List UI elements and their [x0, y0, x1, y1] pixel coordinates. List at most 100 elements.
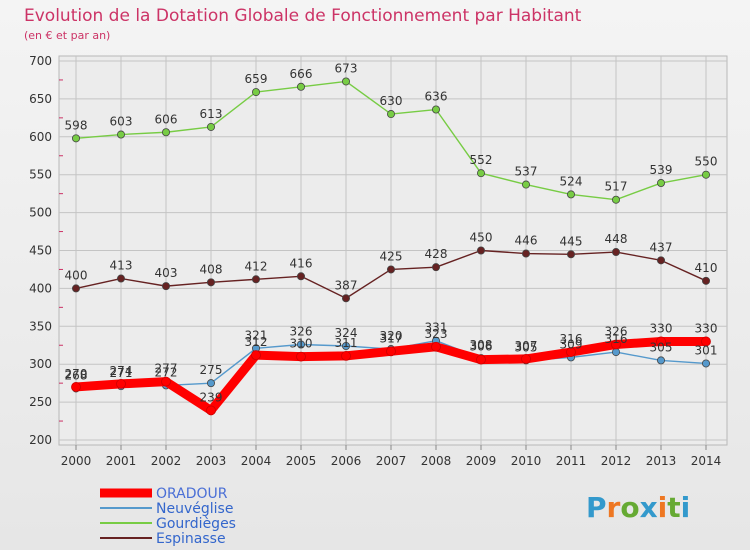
data-point: [72, 284, 81, 293]
data-label: 387: [335, 278, 358, 292]
data-label: 272: [155, 365, 178, 379]
data-label: 312: [245, 335, 268, 349]
data-label: 603: [110, 115, 133, 129]
data-point: [702, 276, 711, 285]
x-tick-label: 2008: [421, 454, 452, 468]
data-point: [702, 359, 711, 368]
data-label: 437: [650, 240, 673, 254]
y-tick-label: 400: [29, 281, 52, 295]
y-tick-label: 200: [29, 433, 52, 447]
data-label: 666: [290, 67, 313, 81]
data-point: [296, 351, 306, 362]
data-point: [71, 382, 81, 392]
x-tick-label: 2005: [286, 454, 317, 468]
data-point: [521, 353, 531, 364]
data-label: 320: [380, 329, 403, 343]
data-label: 321: [245, 328, 268, 342]
data-label: 425: [380, 249, 403, 263]
data-point: [251, 88, 260, 97]
data-point: [657, 256, 666, 265]
data-label: 539: [650, 163, 673, 177]
data-point: [296, 340, 305, 349]
data-point: [701, 336, 711, 347]
data-point: [612, 195, 621, 204]
data-point: [117, 130, 126, 139]
data-label: 310: [290, 337, 313, 351]
y-tick-label: 600: [29, 130, 52, 144]
data-label: 450: [470, 231, 493, 245]
data-point: [206, 278, 215, 287]
x-tick-label: 2004: [241, 454, 272, 468]
data-point: [567, 190, 576, 199]
legend-label: Gourdièges: [156, 516, 236, 532]
proxiti-logo: Proxiti: [586, 491, 690, 524]
data-label: 239: [200, 390, 223, 404]
data-label: 274: [110, 364, 133, 378]
data-label: 270: [65, 367, 88, 381]
data-point: [522, 180, 531, 189]
data-label: 330: [695, 321, 718, 335]
data-label: 630: [380, 94, 403, 108]
data-label: 326: [605, 324, 628, 338]
y-tick-label: 500: [29, 206, 52, 220]
data-label: 308: [470, 338, 493, 352]
x-tick-label: 2006: [331, 454, 362, 468]
data-point: [612, 248, 621, 257]
data-label: 446: [515, 234, 538, 248]
x-tick-label: 2007: [376, 454, 407, 468]
data-label: 400: [65, 268, 88, 282]
data-point: [251, 275, 260, 284]
x-axis-ticks: 2000 2001 2002 2003 2004 2005 2006 2007 2008 2009…: [61, 445, 721, 468]
data-label: 311: [335, 336, 358, 350]
logo-letter: r: [607, 491, 621, 524]
data-point: [117, 274, 126, 283]
data-point: [611, 339, 621, 350]
data-point: [72, 134, 81, 143]
chart-title: Evolution de la Dotation Globale de Fonc…: [24, 6, 582, 26]
data-label: 445: [560, 234, 583, 248]
data-label: 613: [200, 107, 223, 121]
legend-label: ORADOUR: [156, 486, 228, 502]
x-tick-label: 2013: [646, 454, 677, 468]
logo-letter: P: [586, 491, 607, 524]
data-point: [161, 128, 170, 137]
y-tick-label: 550: [29, 168, 52, 182]
data-label: 410: [695, 261, 718, 275]
y-tick-label: 300: [29, 357, 52, 371]
data-label: 416: [290, 256, 313, 270]
data-label: 537: [515, 165, 538, 179]
data-label: 268: [65, 368, 88, 382]
data-label: 306: [470, 340, 493, 354]
data-point: [522, 249, 531, 258]
y-tick-label: 700: [29, 54, 52, 68]
data-label: 413: [110, 259, 133, 273]
data-point: [656, 336, 666, 347]
data-point: [341, 350, 351, 361]
data-point: [657, 179, 666, 188]
data-label: 277: [155, 362, 178, 376]
data-point: [161, 282, 170, 291]
x-tick-label: 2001: [106, 454, 137, 468]
data-label: 606: [155, 112, 178, 126]
data-label: 517: [605, 180, 628, 194]
y-tick-label: 450: [29, 244, 52, 258]
data-label: 316: [605, 332, 628, 346]
data-point: [206, 122, 215, 131]
data-point: [476, 169, 485, 178]
data-label: 271: [110, 366, 133, 380]
x-tick-label: 2011: [556, 454, 587, 468]
y-axis-ticks: 200 250 300 350 400 450 500 550 600 650 700: [29, 54, 63, 447]
x-tick-label: 2010: [511, 454, 542, 468]
logo-letter: x: [640, 491, 658, 524]
data-point: [251, 350, 261, 361]
data-point: [386, 110, 395, 119]
data-label: 448: [605, 232, 628, 246]
data-point: [116, 379, 126, 389]
data-point: [341, 342, 350, 351]
data-labels: 400 413 403 408 412 416 387 425 428 450 446 445 448 4…: [65, 61, 718, 404]
data-point: [476, 354, 486, 365]
y-tick-label: 250: [29, 395, 52, 409]
data-point: [161, 376, 171, 387]
data-label: 673: [335, 61, 358, 75]
data-point: [296, 272, 305, 281]
